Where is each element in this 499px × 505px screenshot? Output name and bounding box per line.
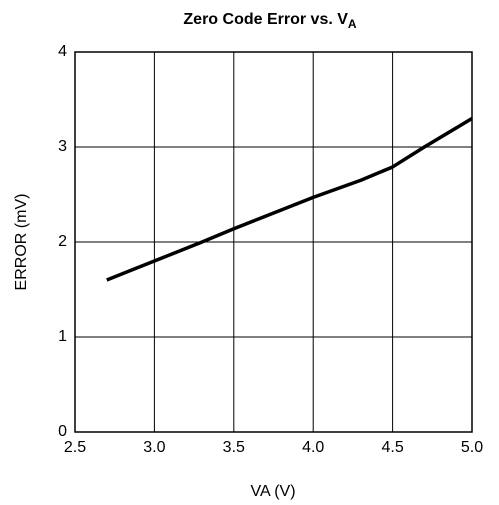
chart-title: Zero Code Error vs. VA	[183, 11, 357, 31]
x-tick-label: 5.0	[461, 439, 483, 456]
y-tick-label: 2	[58, 233, 67, 250]
x-axis-label: VA (V)	[250, 483, 295, 500]
title-main: Zero Code Error vs. V	[183, 11, 348, 28]
x-tick-label: 2.5	[64, 439, 86, 456]
y-tick-label: 4	[58, 43, 67, 60]
data-line	[106, 116, 473, 282]
x-tick-label: 4.0	[302, 439, 324, 456]
title-subscript: A	[348, 17, 357, 31]
y-tick-label: 3	[58, 138, 67, 155]
x-tick-label: 3.0	[143, 439, 165, 456]
y-tick-label: 0	[58, 423, 67, 440]
y-axis-label: ERROR (mV)	[13, 194, 30, 291]
x-tick-label: 4.5	[381, 439, 403, 456]
y-tick-label: 1	[58, 328, 67, 345]
x-tick-label: 3.5	[223, 439, 245, 456]
plot-border	[74, 51, 473, 433]
